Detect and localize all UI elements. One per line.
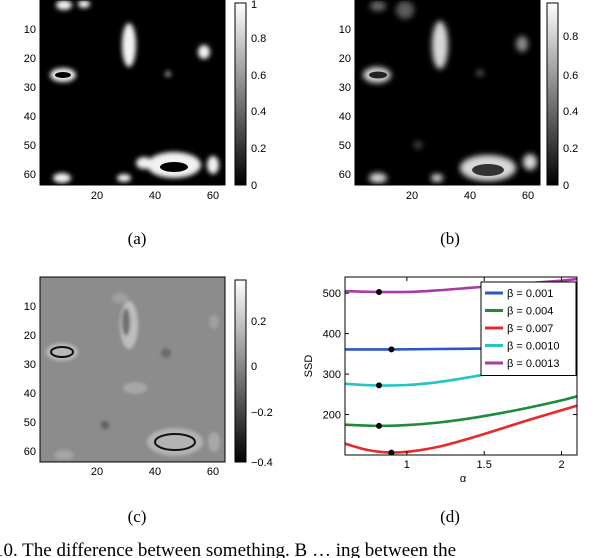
y-tick-label: 200 (323, 410, 341, 422)
panel-b-caption: (b) (440, 229, 460, 248)
xtick-label: 40 (149, 466, 161, 478)
plot-d-xlabel: α (460, 473, 467, 485)
series-min-marker-1 (388, 346, 395, 353)
panel-a: 10 20 30 40 50 60 20 40 60 1 0.8 0.6 0.4… (24, 0, 266, 248)
ytick-label: 50 (24, 140, 36, 152)
plot-d-axes: 1 1.5 2 200 300 400 500 (323, 277, 577, 471)
ytick-label: 10 (339, 24, 351, 36)
ytick-label: 30 (24, 82, 36, 94)
panel-c: 10 20 30 40 50 60 20 40 60 0.2 0 −0.2 −0… (24, 276, 273, 526)
ytick-label: 20 (24, 53, 36, 65)
xtick-label: 20 (91, 190, 103, 202)
series-min-marker-2 (376, 422, 383, 429)
ytick-label: 20 (24, 330, 36, 342)
legend-label-2: β = 0.004 (507, 306, 553, 318)
panel-c-caption: (c) (128, 507, 147, 526)
xtick-label: 60 (207, 190, 219, 202)
y-tick-label: 500 (323, 288, 341, 300)
y-tick-label: 400 (323, 329, 341, 341)
panel-c-frame (39, 276, 226, 463)
colorbar-tick-label: 0.8 (251, 33, 266, 45)
ytick-label: 30 (24, 359, 36, 371)
ytick-label: 50 (24, 417, 36, 429)
panel-c-xticks: 20 40 60 (91, 466, 219, 478)
colorbar-tick-label: 0.8 (563, 31, 578, 43)
legend-label-3: β = 0.007 (507, 323, 553, 335)
colorbar-tick-label: −0.2 (251, 407, 273, 419)
colorbar-tick-label: 0.6 (563, 70, 578, 82)
footer-text: 10. The difference between something. B … (0, 540, 456, 558)
panel-b-xticks: 20 40 60 (406, 190, 534, 202)
panel-b-colorbar: 0.8 0.6 0.4 0.2 0 (546, 2, 578, 192)
series-line-5 (345, 277, 577, 294)
legend-label-5: β = 0.0013 (507, 358, 560, 370)
colorbar-tick-label: 0 (251, 361, 257, 373)
panel-b: 10 20 30 40 50 60 20 40 60 0.8 0.6 0.4 0… (339, 0, 578, 248)
plot-d-ylabel: SSD (303, 355, 315, 378)
panel-c-colorbar: 0.2 0 −0.2 −0.4 (234, 279, 273, 469)
y-tick-label: 300 (323, 369, 341, 381)
ytick-label: 40 (24, 388, 36, 400)
x-tick-label: 2 (558, 459, 564, 471)
ytick-label: 40 (24, 111, 36, 123)
series-min-marker-5 (376, 288, 383, 295)
panel-a-yticks: 10 20 30 40 50 60 (24, 24, 36, 181)
ytick-label: 60 (24, 169, 36, 181)
xtick-label: 20 (91, 466, 103, 478)
colorbar-tick-label: 0.2 (251, 316, 266, 328)
panel-c-image (40, 277, 225, 462)
colorbar-tick-label: 0 (251, 180, 257, 192)
series-line-3 (345, 404, 577, 454)
series-min-marker-3 (388, 449, 395, 456)
xtick-label: 60 (207, 466, 219, 478)
panel-d-caption: (d) (440, 507, 460, 526)
ytick-label: 40 (339, 111, 351, 123)
ytick-label: 30 (339, 82, 351, 94)
colorbar-tick-label: 1 (251, 0, 257, 11)
plot-d-frame (344, 276, 578, 456)
xtick-label: 60 (522, 190, 534, 202)
x-tick-label: 1 (404, 459, 410, 471)
colorbar-tick-label: 0.2 (251, 143, 266, 155)
panel-b-yticks: 10 20 30 40 50 60 (339, 24, 351, 181)
panel-a-frame (39, 0, 226, 186)
plot-d-marker-layer (376, 288, 395, 456)
x-tick-label: 1.5 (477, 459, 492, 471)
ytick-label: 60 (339, 169, 351, 181)
ytick-label: 60 (24, 446, 36, 458)
xtick-label: 20 (406, 190, 418, 202)
colorbar-tick-label: 0.4 (251, 106, 266, 118)
legend-label-1: β = 0.001 (507, 288, 553, 300)
xtick-label: 40 (464, 190, 476, 202)
series-line-2 (345, 395, 577, 428)
panel-b-frame (354, 0, 541, 186)
panel-a-image (40, 0, 225, 185)
panel-a-caption: (a) (128, 229, 147, 248)
ytick-label: 10 (24, 24, 36, 36)
colorbar-tick-label: 0 (563, 180, 569, 192)
colorbar-tick-label: −0.4 (251, 457, 273, 469)
panel-c-yticks: 10 20 30 40 50 60 (24, 301, 36, 458)
panel-a-xticks: 20 40 60 (91, 190, 219, 202)
panel-a-colorbar: 1 0.8 0.6 0.4 0.2 0 (234, 0, 266, 192)
series-min-marker-4 (376, 382, 383, 389)
legend-label-4: β = 0.0010 (507, 341, 560, 353)
colorbar-tick-label: 0.6 (251, 70, 266, 82)
panel-b-image (355, 0, 540, 185)
plot-d-legend: β = 0.001 β = 0.004 β = 0.007 β = 0.0010 β =… (480, 281, 577, 376)
xtick-label: 40 (149, 190, 161, 202)
ytick-label: 10 (24, 301, 36, 313)
colorbar-tick-label: 0.2 (563, 143, 578, 155)
colorbar-tick-label: 0.4 (563, 106, 578, 118)
ytick-label: 50 (339, 140, 351, 152)
ytick-label: 20 (339, 53, 351, 65)
